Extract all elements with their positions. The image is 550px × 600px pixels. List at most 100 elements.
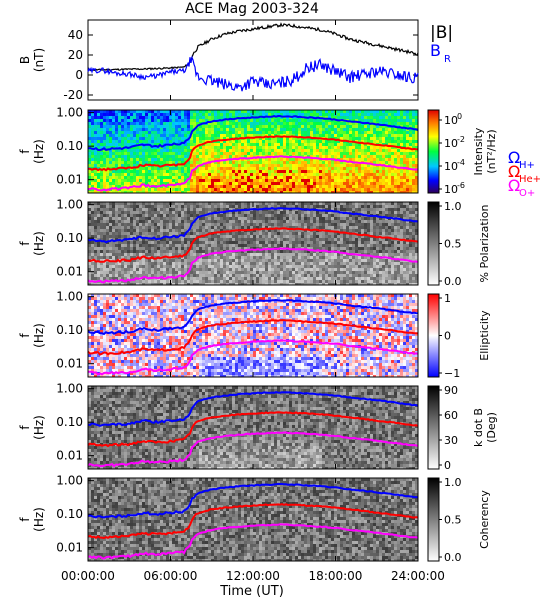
heatmap-cell bbox=[247, 191, 250, 193]
heatmap-cell bbox=[277, 241, 280, 244]
heatmap-cell bbox=[142, 134, 145, 137]
heatmap-cell bbox=[379, 208, 382, 211]
heatmap-cell bbox=[100, 238, 103, 241]
heatmap-cell bbox=[253, 113, 256, 116]
heatmap-cell bbox=[88, 119, 91, 122]
heatmap-cell bbox=[118, 143, 121, 146]
heatmap-cell bbox=[91, 191, 94, 193]
heatmap-cell bbox=[352, 220, 355, 223]
heatmap-cell bbox=[220, 202, 223, 205]
heatmap-cell bbox=[259, 131, 262, 134]
heatmap-cell bbox=[334, 226, 337, 229]
heatmap-cell bbox=[154, 250, 157, 253]
heatmap-cell bbox=[202, 185, 205, 188]
heatmap-cell bbox=[349, 208, 352, 211]
heatmap-cell bbox=[196, 247, 199, 250]
heatmap-cell bbox=[112, 226, 115, 229]
heatmap-cell bbox=[148, 122, 151, 125]
f-ytick-label: 1.00 bbox=[56, 106, 83, 120]
heatmap-cell bbox=[130, 158, 133, 161]
heatmap-cell bbox=[274, 188, 277, 191]
heatmap-cell bbox=[151, 152, 154, 155]
heatmap-cell bbox=[355, 235, 358, 238]
heatmap-cell bbox=[232, 173, 235, 176]
heatmap-cell bbox=[196, 179, 199, 182]
heatmap-cell bbox=[289, 146, 292, 149]
heatmap-cell bbox=[361, 223, 364, 226]
heatmap-cell bbox=[97, 214, 100, 217]
heatmap-cell bbox=[127, 134, 130, 137]
heatmap-cell bbox=[184, 137, 187, 140]
heatmap-cell bbox=[391, 176, 394, 179]
heatmap-cell bbox=[229, 179, 232, 182]
heatmap-cell bbox=[352, 173, 355, 176]
heatmap-cell bbox=[343, 170, 346, 173]
heatmap-cell bbox=[400, 143, 403, 146]
heatmap-cell bbox=[232, 125, 235, 128]
heatmap-cell bbox=[211, 202, 214, 205]
heatmap-cell bbox=[325, 149, 328, 152]
heatmap-cell bbox=[112, 223, 115, 226]
heatmap-cell bbox=[238, 167, 241, 170]
heatmap-cell bbox=[229, 131, 232, 134]
heatmap-cell bbox=[196, 208, 199, 211]
heatmap-cell bbox=[244, 232, 247, 235]
heatmap-cell bbox=[241, 143, 244, 146]
heatmap-cell bbox=[193, 247, 196, 250]
heatmap-cell bbox=[109, 155, 112, 158]
heatmap-cell bbox=[151, 149, 154, 152]
heatmap-cell bbox=[328, 161, 331, 164]
heatmap-cell bbox=[172, 158, 175, 161]
heatmap-cell bbox=[175, 131, 178, 134]
colorbar-label: Intensity bbox=[472, 127, 485, 175]
heatmap-cell bbox=[184, 235, 187, 238]
heatmap-cell bbox=[334, 223, 337, 226]
heatmap-cell bbox=[391, 223, 394, 226]
heatmap-cell bbox=[109, 232, 112, 235]
heatmap-cell bbox=[277, 152, 280, 155]
heatmap-cell bbox=[391, 134, 394, 137]
heatmap-cell bbox=[256, 229, 259, 232]
heatmap-cell bbox=[247, 164, 250, 167]
heatmap-cell bbox=[394, 110, 397, 113]
heatmap-cell bbox=[142, 191, 145, 193]
heatmap-cell bbox=[109, 211, 112, 214]
heatmap-cell bbox=[226, 146, 229, 149]
heatmap-cell bbox=[226, 134, 229, 137]
heatmap-cell bbox=[265, 113, 268, 116]
heatmap-cell bbox=[160, 244, 163, 247]
heatmap-cell bbox=[340, 155, 343, 158]
heatmap-cell bbox=[193, 161, 196, 164]
heatmap-cell bbox=[184, 155, 187, 158]
b-ytick-label: 0 bbox=[75, 68, 83, 82]
heatmap-cell bbox=[151, 223, 154, 226]
heatmap-cell bbox=[190, 167, 193, 170]
heatmap-cell bbox=[211, 235, 214, 238]
heatmap-cell bbox=[304, 113, 307, 116]
heatmap-cell bbox=[220, 113, 223, 116]
heatmap-cell bbox=[94, 182, 97, 185]
heatmap-cell bbox=[238, 176, 241, 179]
heatmap-cell bbox=[334, 238, 337, 241]
heatmap-cell bbox=[403, 179, 406, 182]
heatmap-cell bbox=[226, 164, 229, 167]
heatmap-cell bbox=[358, 134, 361, 137]
heatmap-cell bbox=[403, 170, 406, 173]
heatmap-cell bbox=[160, 116, 163, 119]
heatmap-cell bbox=[268, 158, 271, 161]
heatmap-cell bbox=[139, 176, 142, 179]
heatmap-cell bbox=[145, 235, 148, 238]
heatmap-cell bbox=[202, 182, 205, 185]
heatmap-cell bbox=[316, 205, 319, 208]
heatmap-cell bbox=[304, 229, 307, 232]
heatmap-cell bbox=[211, 137, 214, 140]
heatmap-cell bbox=[340, 131, 343, 134]
heatmap-cell bbox=[391, 244, 394, 247]
heatmap-cell bbox=[382, 238, 385, 241]
heatmap-cell bbox=[283, 211, 286, 214]
heatmap-cell bbox=[346, 128, 349, 131]
heatmap-cell bbox=[268, 167, 271, 170]
heatmap-cell bbox=[145, 247, 148, 250]
heatmap-cell bbox=[367, 140, 370, 143]
heatmap-cell bbox=[187, 149, 190, 152]
